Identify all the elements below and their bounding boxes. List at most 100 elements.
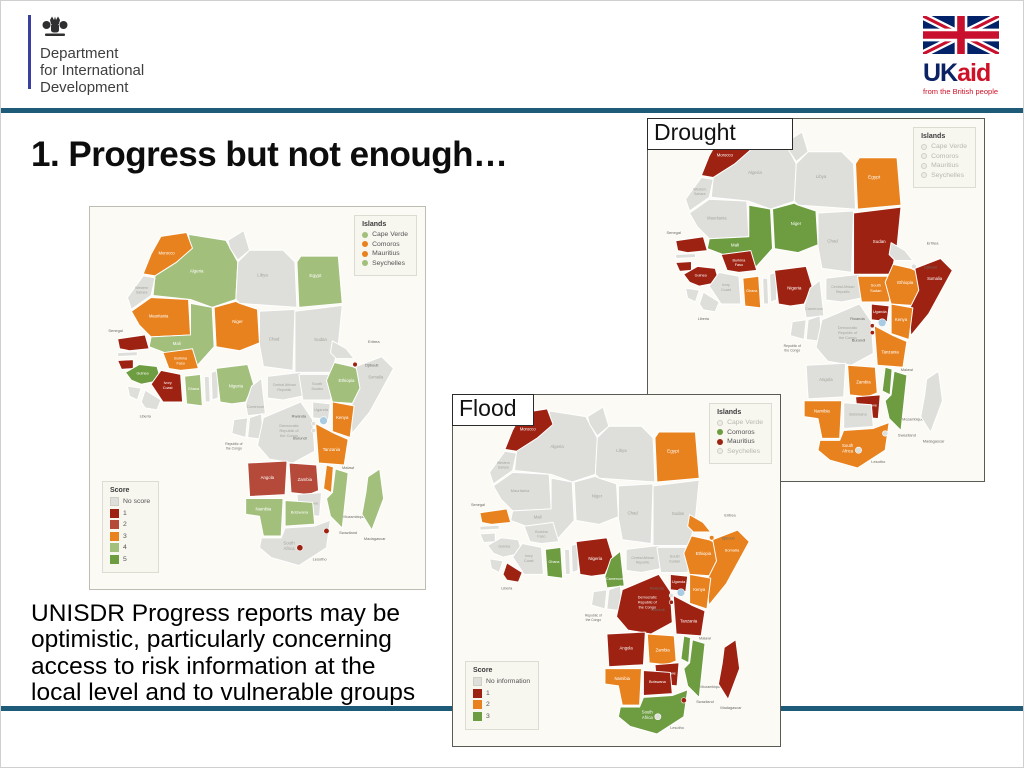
country-label-angola: Angola [819, 377, 833, 382]
country-gambia [117, 351, 138, 358]
country-label-zambia: Zambia [298, 477, 313, 482]
map-panel-progress: Algeria Western Sahara Morocco Libya Egypt Mau… [89, 206, 426, 590]
country-sudan [294, 304, 343, 373]
country-westsahara [126, 275, 156, 310]
dfid-logo-text: Department for International Development [40, 45, 144, 96]
ukaid-uk-text: UK [923, 59, 958, 87]
country-car [266, 371, 304, 401]
country-label-ivorycoast: Ivory Coast [524, 554, 534, 563]
country-uganda [669, 573, 689, 593]
country-kenya [890, 303, 914, 341]
country-label-nigeria: Nigeria [787, 285, 802, 290]
country-egypt [296, 255, 343, 308]
country-guineabissau [675, 260, 692, 272]
country-senegal [675, 236, 708, 254]
country-label-malawi: Malawi [699, 637, 711, 641]
country-mozambique [683, 639, 706, 698]
country-djibouti [709, 535, 715, 541]
country-morocco [504, 408, 554, 452]
country-gabon [591, 589, 608, 610]
country-label-car: Central African Republic [631, 556, 654, 565]
country-label-sudan: Sudan [314, 337, 327, 342]
country-eritrea [888, 242, 914, 261]
country-label-burkina: Burkina Faso [535, 530, 548, 539]
legend-item-label: Seychelles [931, 171, 964, 179]
country-angola [247, 460, 288, 498]
score-legend-item: 5 [110, 554, 150, 564]
legend-item-label: Comoros [931, 152, 959, 160]
africa-map-flood: Algeria Western Sahara Morocco Libya Egypt Mau… [471, 406, 750, 735]
country-ivorycoast [512, 543, 544, 575]
country-label-guinea: Guinea [695, 274, 708, 278]
country-label-uganda: Uganda [672, 580, 686, 584]
islands-legend-item: Seychelles [921, 172, 967, 179]
islands-legend-item: Seychelles [717, 448, 763, 455]
country-botswana [284, 499, 316, 527]
legend-item-label: 2 [123, 521, 127, 528]
country-label-sudan: Sudan [873, 239, 886, 244]
country-zambia [646, 633, 677, 666]
country-westsahara [685, 176, 714, 212]
map-label-flood: Flood [452, 394, 534, 426]
country-label-burkina: Burkina Faso [174, 356, 188, 365]
country-label-westsahara: Western Sahara [693, 188, 706, 197]
legend-color-mark [717, 419, 724, 426]
country-ivorycoast [708, 271, 742, 305]
country-label-lesotho: Lesotho [871, 459, 886, 464]
country-lesotho [654, 713, 662, 721]
country-label-ivorycoast: Ivory Coast [721, 283, 732, 292]
country-kenya [331, 401, 355, 438]
country-label-eritrea: Eritrea [927, 241, 939, 246]
country-label-morocco: Morocco [717, 152, 734, 157]
country-label-burundi: Burundi [293, 435, 307, 440]
country-libya [594, 425, 656, 483]
country-label-swaziland: Swaziland [696, 700, 713, 704]
country-label-egypt: Egypt [868, 175, 881, 181]
country-label-rwanda: Rwanda [292, 414, 307, 419]
country-gabon [231, 417, 249, 438]
country-label-drc: Democratic Republic of the Congo [638, 596, 658, 610]
legend-item-label: 1 [486, 689, 490, 697]
country-westsahara [489, 450, 517, 485]
country-label-libya: Libya [616, 448, 627, 453]
country-label-libya: Libya [257, 272, 268, 277]
country-label-malawi: Malawi [901, 367, 913, 372]
country-benin [210, 369, 219, 401]
dfid-line-3: Development [40, 79, 129, 97]
country-label-senegal: Senegal [108, 328, 123, 333]
country-label-southafrica: South Africa [842, 443, 854, 454]
country-label-mozambique: Mozambique [343, 515, 364, 519]
country-label-algeria: Algeria [190, 268, 204, 273]
country-egypt [654, 431, 700, 483]
country-label-drc: Democratic Republic of the Congo [838, 326, 858, 340]
country-label-drc: Democratic Republic of the Congo [279, 424, 299, 438]
country-label-nigeria: Nigeria [229, 383, 244, 388]
country-libya [235, 249, 298, 308]
country-tanzania [315, 423, 349, 466]
country-tunisia [587, 406, 610, 437]
country-tanzania [672, 595, 706, 637]
country-morocco [142, 231, 193, 277]
score-legend: Score No information 1 2 3 [465, 661, 540, 730]
country-djibouti [911, 263, 917, 270]
country-niger [213, 300, 260, 352]
country-label-eritrea: Eritrea [368, 339, 380, 344]
legend-item-label: Mauritius [931, 162, 959, 169]
legend-color-mark [110, 497, 119, 506]
country-label-egypt: Egypt [667, 448, 680, 453]
islands-legend-item: Cape Verde [717, 419, 763, 426]
map-label-drought: Drought [647, 118, 793, 150]
country-togo [762, 277, 770, 305]
country-label-congo: Republic of the Congo [784, 344, 801, 353]
country-label-madagascar: Madagascar [923, 438, 945, 443]
islands-legend-item: Comoros [921, 153, 967, 160]
country-label-cameroon: Cameroon [805, 307, 823, 311]
country-zambia [847, 364, 878, 398]
africa-map-unisdr-progress: Algeria Western Sahara Morocco Libya Egypt Mau… [108, 230, 394, 566]
country-label-swaziland: Swaziland [339, 530, 357, 535]
country-sierraleone [489, 558, 504, 573]
country-cameroon [803, 279, 825, 319]
country-libya [793, 151, 857, 210]
country-gambia [675, 253, 696, 259]
